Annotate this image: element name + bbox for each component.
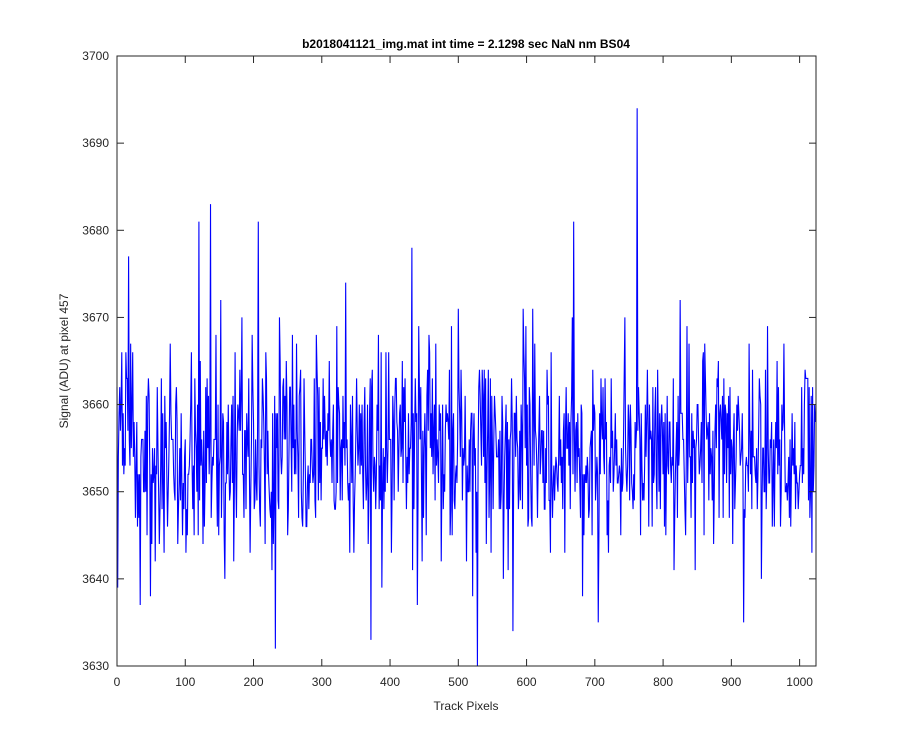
- x-tick-label: 400: [380, 675, 400, 689]
- x-tick-label: 300: [312, 675, 332, 689]
- chart-title: b2018041121_img.mat int time = 2.1298 se…: [302, 37, 630, 51]
- axes-box: [116, 55, 817, 667]
- x-tick-label: 700: [585, 675, 605, 689]
- y-tick-label: 3680: [82, 223, 109, 237]
- y-tick-label: 3700: [82, 49, 109, 63]
- signal-series-line: [116, 108, 816, 667]
- x-tick-label: 900: [721, 675, 741, 689]
- y-tick-label: 3630: [82, 659, 109, 673]
- y-axis-ticks: 3630 3640 3650 3660 3670 3680 3690 3700: [82, 49, 816, 673]
- x-tick-label: 200: [244, 675, 264, 689]
- x-tick-label: 0: [114, 675, 121, 689]
- x-tick-label: 100: [175, 675, 195, 689]
- x-tick-label: 1000: [786, 675, 813, 689]
- plot-area: [117, 56, 816, 666]
- y-tick-label: 3660: [82, 398, 109, 412]
- y-tick-label: 3670: [82, 310, 109, 324]
- x-axis-ticks: 0 100 200 300 400 500 600 700 800 900 1000: [114, 56, 813, 689]
- y-tick-label: 3690: [82, 136, 109, 150]
- x-tick-label: 500: [448, 675, 468, 689]
- y-axis-label: Signal (ADU) at pixel 457: [57, 293, 71, 428]
- x-tick-label: 600: [517, 675, 537, 689]
- x-axis-label: Track Pixels: [434, 699, 499, 713]
- y-tick-label: 3640: [82, 572, 109, 586]
- series-layer: [116, 108, 816, 667]
- x-tick-label: 800: [653, 675, 673, 689]
- y-tick-label: 3650: [82, 485, 109, 499]
